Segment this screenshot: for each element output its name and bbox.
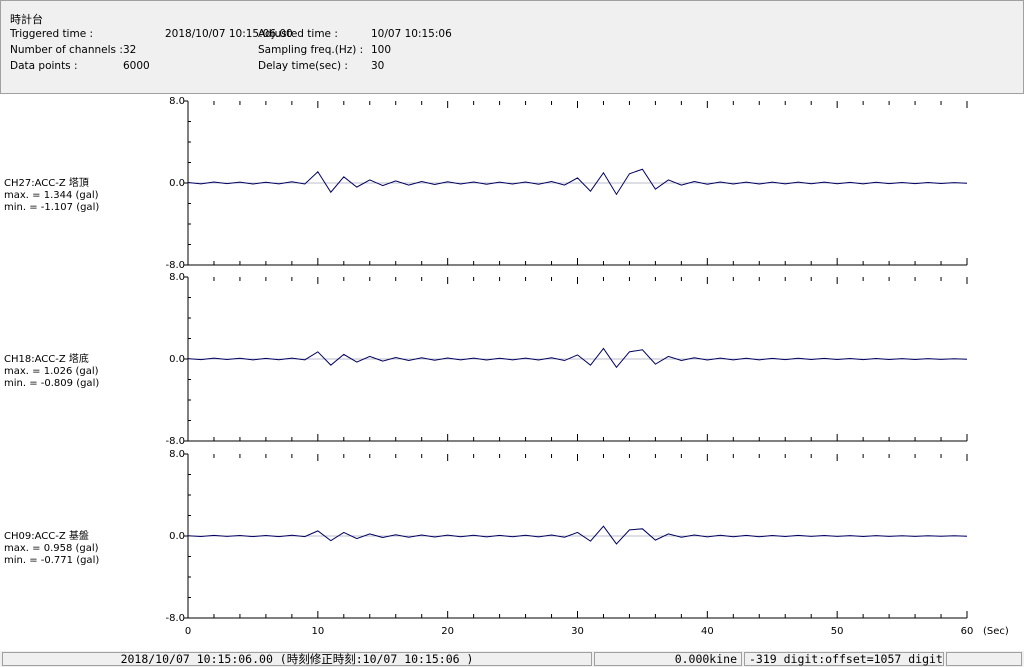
x-tick-label: 40 xyxy=(701,626,714,637)
y-tick-label: 8.0 xyxy=(169,96,185,107)
x-tick-label: 10 xyxy=(311,626,324,637)
y-tick-label: 0.0 xyxy=(169,178,185,189)
y-tick-label: 8.0 xyxy=(169,272,185,283)
field-label: Delay time(sec) : xyxy=(258,60,348,72)
channel-min: min. = -0.771 (gal) xyxy=(4,555,99,566)
y-tick-label: -8.0 xyxy=(165,613,185,624)
x-tick-label: 50 xyxy=(831,626,844,637)
site-title: 時計台 xyxy=(10,13,43,26)
status-empty xyxy=(946,652,1022,666)
waveform xyxy=(187,347,968,369)
field-label: Number of channels : xyxy=(10,44,123,56)
field-label: Triggered time : xyxy=(10,28,94,40)
channel-max: max. = 1.344 (gal) xyxy=(4,190,99,201)
waveform xyxy=(187,168,968,196)
field-value: 100 xyxy=(371,44,392,56)
channel-max: max. = 0.958 (gal) xyxy=(4,543,99,554)
status-time: 2018/10/07 10:15:06.00 (時刻修正時刻:10/07 10:… xyxy=(2,652,592,666)
x-tick-label: 0 xyxy=(185,626,191,637)
channel-min: min. = -1.107 (gal) xyxy=(4,202,99,213)
field-label: Sampling freq.(Hz) : xyxy=(258,44,364,56)
channel-name: CH27:ACC-Z 塔頂 xyxy=(4,176,89,189)
y-tick-label: -8.0 xyxy=(165,436,185,447)
y-tick-label: 0.0 xyxy=(169,531,185,542)
channel-min: min. = -0.809 (gal) xyxy=(4,378,99,389)
field-value: 10/07 10:15:06 xyxy=(371,28,452,40)
y-tick-label: -8.0 xyxy=(165,260,185,271)
field-label: Data points : xyxy=(10,60,78,72)
channel-max: max. = 1.026 (gal) xyxy=(4,366,99,377)
status-digit: -319 digit:offset=1057 digit xyxy=(744,652,944,666)
status-bar: 2018/10/07 10:15:06.00 (時刻修正時刻:10/07 10:… xyxy=(0,651,1024,667)
y-tick-label: 8.0 xyxy=(169,449,185,460)
channel-name: CH18:ACC-Z 塔底 xyxy=(4,352,89,365)
field-label: Adjusted time : xyxy=(258,28,338,40)
field-value: 6000 xyxy=(123,60,150,72)
x-tick-label: 30 xyxy=(571,626,584,637)
field-value: 32 xyxy=(123,44,137,56)
header-panel: 時計台 Triggered time : 2018/10/07 10:15:06… xyxy=(0,0,1024,94)
status-velocity: 0.000kine xyxy=(594,652,742,666)
channel-name: CH09:ACC-Z 基盤 xyxy=(4,529,89,542)
waveform xyxy=(187,525,968,545)
x-tick-label: 20 xyxy=(441,626,454,637)
field-value: 2018/10/07 10:15:06.00 xyxy=(165,28,293,40)
y-tick-label: 0.0 xyxy=(169,354,185,365)
x-unit: (Sec) xyxy=(983,626,1009,637)
x-tick-label: 60 xyxy=(961,626,974,637)
field-value: 30 xyxy=(371,60,385,72)
